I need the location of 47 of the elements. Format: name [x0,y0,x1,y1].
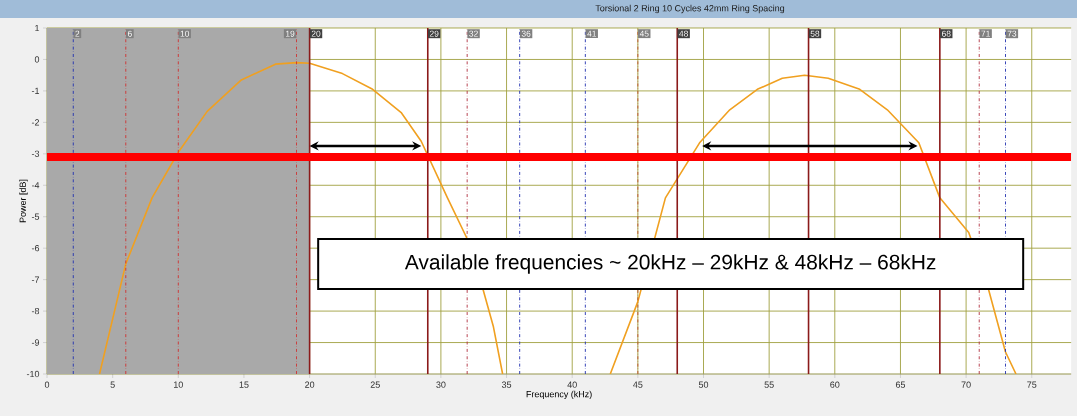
ref-line-label: 41 [587,30,597,37]
ref-line-label: 36 [521,30,531,37]
ref-line-label: 10 [180,30,190,37]
ref-line-label: 45 [639,30,649,37]
x-tick-label: 20 [305,381,315,388]
x-tick-label: 5 [110,381,115,388]
ref-line-label: 6 [127,30,132,37]
y-tick-label: -7 [31,276,40,283]
ref-line-label: 73 [1007,30,1017,37]
ref-line-label: 58 [810,30,820,37]
ref-line-label: 2 [75,30,80,37]
y-tick-label: -5 [31,213,40,220]
y-tick-label: 0 [34,56,40,63]
ref-line-label: 48 [679,30,688,37]
x-tick-label: 45 [633,381,643,388]
y-tick-label: 1 [35,24,40,32]
x-tick-label: 55 [764,381,774,388]
ref-line-label: 32 [469,30,478,37]
y-tick-label: -4 [31,182,40,189]
x-tick-label: 30 [436,381,446,388]
annotation: Available frequencies ~ 20kHz – 29kHz & 48kHz – 68kHz [404,254,936,274]
x-tick-label: 75 [1027,381,1037,388]
y-axis-title: Power [dB] [19,179,28,223]
x-tick-label: 40 [567,381,577,388]
y-tick-label: -1 [31,87,40,94]
x-tick-label: 25 [370,381,380,388]
ref-line-label: 71 [981,30,990,37]
ref-line-label: 20 [311,30,321,37]
x-tick-label: 65 [895,381,906,388]
y-tick-label: -2 [31,119,40,126]
ref-line-label: 68 [941,30,951,37]
x-tick-label: 50 [698,381,709,388]
ref-line-label: 29 [429,30,439,37]
chart-title: Torsional 2 Ring 10 Cycles 42mm Ring Spacing [595,4,785,14]
x-tick-label: 0 [44,381,50,388]
y-tick-label: -8 [31,307,40,315]
x-tick-label: 15 [239,381,249,388]
y-tick-label: -10 [26,370,40,378]
y-tick-label: -6 [31,245,40,252]
x-tick-label: 35 [501,381,512,388]
x-tick-label: 70 [961,381,971,388]
ref-line-label: 19 [286,30,295,37]
x-axis-title: Frequency (kHz) [526,390,592,400]
y-tick-label: -3 [31,150,40,157]
x-tick-label: 10 [174,381,183,388]
y-tick-label: -9 [31,339,40,346]
x-tick-label: 60 [830,381,840,388]
